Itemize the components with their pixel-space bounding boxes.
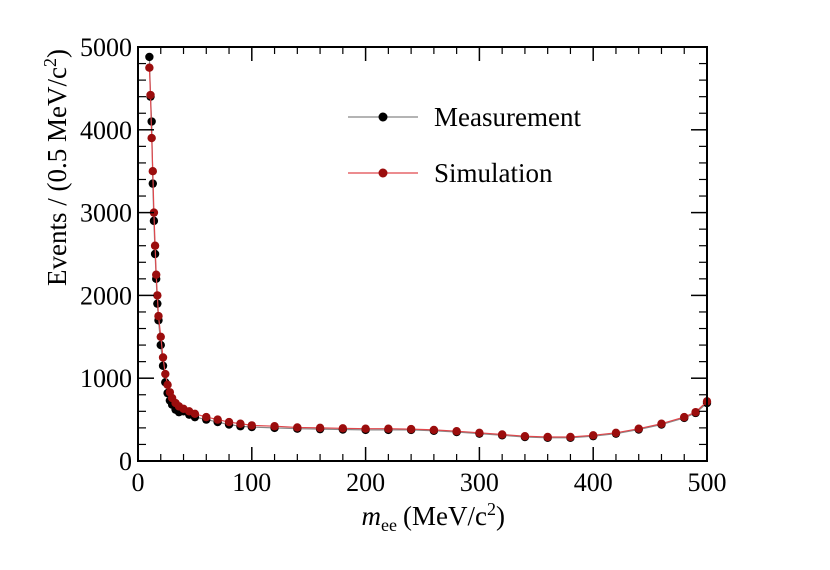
data-point (497, 430, 507, 439)
data-point (224, 417, 234, 427)
legend-label: Measurement (434, 102, 581, 132)
data-point (213, 415, 222, 424)
series-measurement (145, 52, 712, 443)
data-point (161, 369, 170, 379)
y-axis-title-sup: 2 (40, 58, 60, 67)
legend: Measurement Simulation (348, 102, 581, 188)
data-point (156, 332, 165, 341)
series-layer (145, 52, 712, 443)
data-point (145, 52, 154, 62)
data-point (384, 424, 393, 433)
data-point (452, 426, 461, 436)
data-point (634, 424, 643, 433)
y-tick-label: 5000 (80, 33, 132, 62)
data-point (361, 424, 370, 433)
data-point (147, 133, 156, 143)
data-point (429, 425, 439, 435)
data-point (293, 423, 302, 432)
data-point (270, 422, 279, 431)
x-axis-title-unit: (MeV/c (403, 501, 487, 531)
series-line (148, 67, 708, 438)
data-point (566, 432, 575, 442)
data-point (657, 419, 666, 428)
data-point (154, 311, 163, 321)
data-point (158, 353, 168, 362)
legend-marker (378, 168, 388, 178)
data-point (163, 380, 172, 390)
y-tick-label: 4000 (80, 116, 132, 145)
data-point (156, 340, 165, 350)
x-tick-label: 300 (460, 468, 499, 497)
series-simulation (145, 63, 712, 442)
data-point (338, 424, 348, 433)
data-point (150, 241, 160, 250)
x-tick-label: 400 (574, 468, 613, 497)
x-axis-title-sup: 2 (487, 499, 496, 519)
y-tick-label: 2000 (80, 281, 132, 310)
data-point (158, 361, 168, 370)
data-point (406, 424, 416, 434)
data-point (543, 432, 552, 442)
x-tick-label: 0 (132, 468, 145, 497)
series-line (148, 56, 708, 439)
y-tick-label: 1000 (80, 364, 132, 393)
data-point (146, 90, 155, 100)
x-axis-title-sub: ee (381, 515, 397, 535)
y-axis-title: Events / (0.5 MeV/c2) (40, 49, 72, 286)
data-point (202, 412, 211, 422)
data-point (148, 167, 157, 176)
data-point (589, 431, 598, 440)
y-axis-title-post: ) (42, 49, 72, 58)
x-tick-label: 200 (346, 468, 385, 497)
plot-frame (137, 46, 708, 462)
data-point (247, 421, 256, 430)
data-point (236, 419, 245, 428)
data-point (691, 407, 700, 417)
data-point (315, 423, 325, 433)
data-point (153, 291, 162, 300)
data-point (520, 431, 530, 441)
legend-marker (378, 112, 388, 122)
x-axis-title-post: ) (496, 501, 505, 531)
x-tick-label: 500 (688, 468, 727, 497)
data-point (475, 428, 484, 438)
legend-label: Simulation (434, 158, 553, 188)
data-point (145, 63, 154, 72)
data-point (152, 270, 161, 279)
data-point (680, 412, 689, 422)
x-axis-title: mee (MeV/c2) (362, 499, 505, 535)
x-tick-label: 100 (232, 468, 271, 497)
data-point (190, 409, 200, 419)
y-tick-label: 0 (119, 447, 132, 476)
data-point (611, 428, 621, 438)
y-tick-label: 3000 (80, 199, 132, 228)
